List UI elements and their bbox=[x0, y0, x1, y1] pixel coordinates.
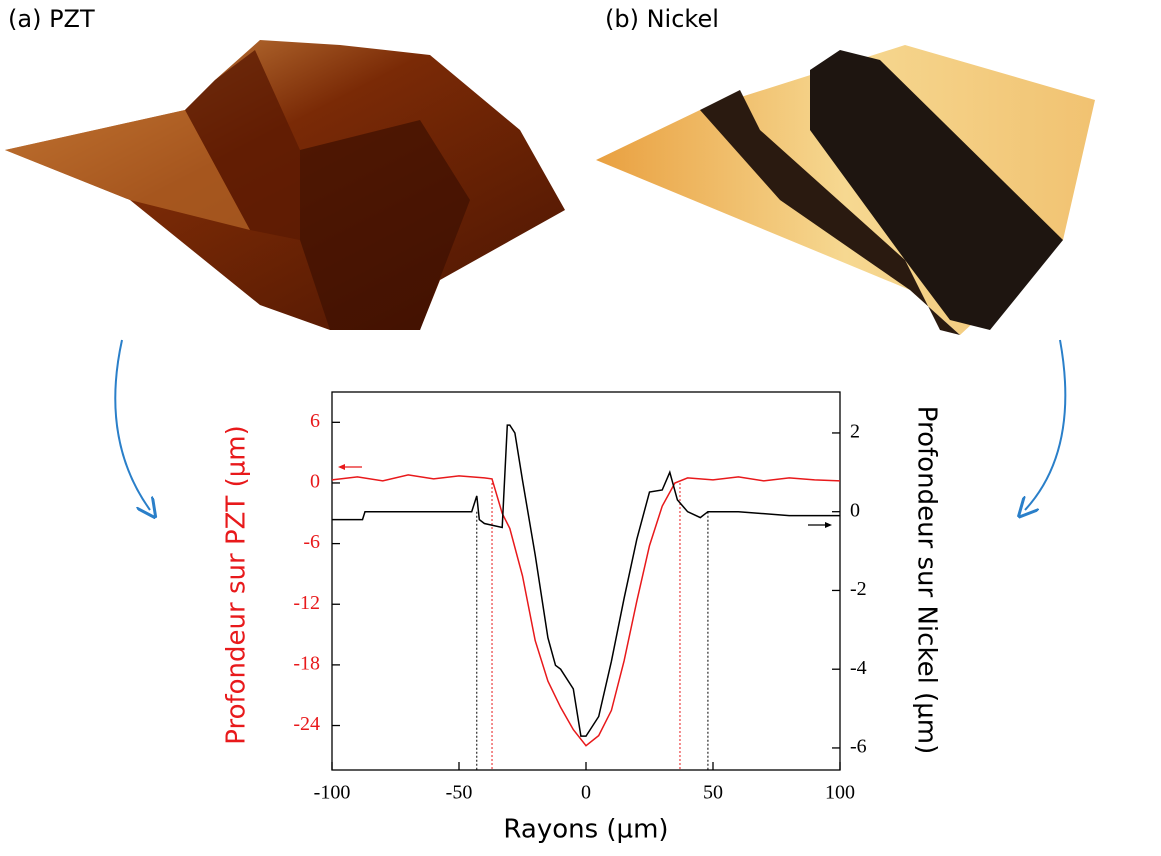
y-tick-label: 0 bbox=[310, 471, 320, 493]
x-axis-title: Rayons (µm) bbox=[503, 815, 668, 845]
pzt-surface bbox=[5, 40, 565, 330]
data-line bbox=[332, 424, 840, 737]
y-tick-label: -12 bbox=[293, 592, 320, 614]
nickel-surface bbox=[596, 45, 1095, 335]
y2-tick-label: -2 bbox=[850, 578, 867, 600]
arrow bbox=[1025, 339, 1067, 510]
x-tick-label: 0 bbox=[581, 782, 591, 804]
y2-tick-label: 2 bbox=[850, 421, 860, 443]
y-axis-title: Profondeur sur PZT (µm) bbox=[222, 425, 252, 745]
x-tick-label: -50 bbox=[446, 782, 473, 804]
panel-label: (b) Nickel bbox=[605, 5, 719, 33]
x-tick-label: 100 bbox=[825, 782, 855, 804]
y2-tick-label: -6 bbox=[850, 736, 867, 758]
data-line bbox=[331, 474, 841, 747]
axis-indicator bbox=[338, 464, 832, 528]
y-tick-label: -6 bbox=[303, 531, 320, 553]
y-tick-label: 6 bbox=[310, 410, 320, 432]
y2-axis-title: Profondeur sur Nickel (µm) bbox=[912, 406, 942, 754]
y2-tick-label: -4 bbox=[850, 657, 867, 679]
plot-frame bbox=[331, 391, 841, 771]
y-tick-label: -24 bbox=[293, 713, 320, 735]
x-tick-label: -100 bbox=[314, 782, 351, 804]
y-tick-label: -18 bbox=[293, 652, 320, 674]
arrow bbox=[114, 339, 150, 510]
panel-label: (a) PZT bbox=[8, 5, 95, 33]
y2-tick-label: 0 bbox=[850, 499, 860, 521]
x-tick-label: 50 bbox=[703, 782, 723, 804]
